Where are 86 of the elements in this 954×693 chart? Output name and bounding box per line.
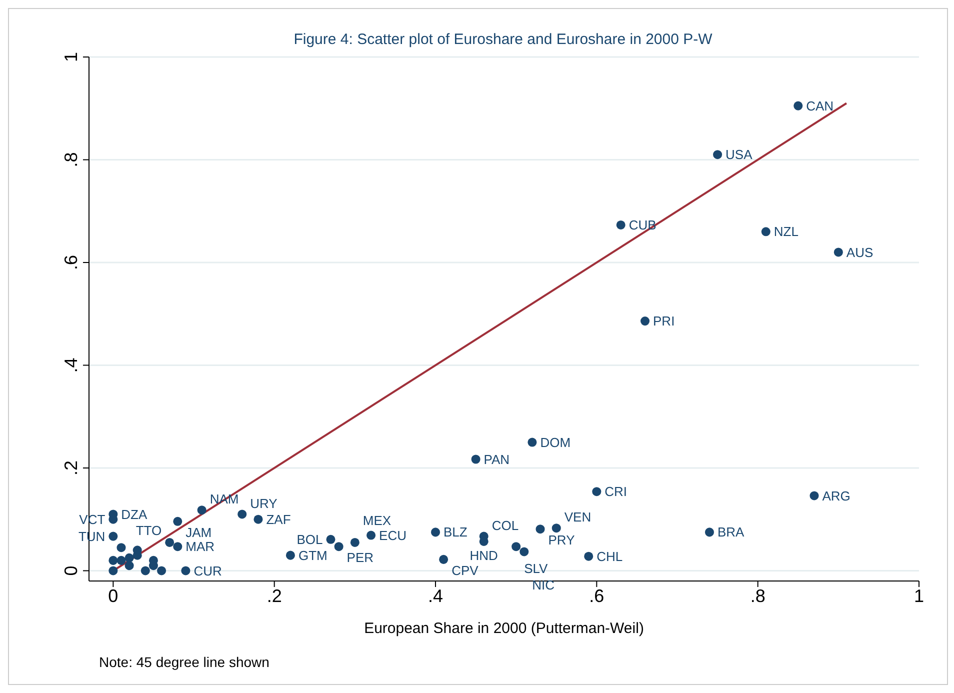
annotation: TTO xyxy=(136,523,162,538)
annotation: JAM xyxy=(186,524,212,540)
annotation: CUB xyxy=(628,218,656,233)
annotation: AUS xyxy=(846,244,874,260)
point xyxy=(536,524,545,534)
point xyxy=(761,227,770,236)
y-tick-label: 0 xyxy=(61,566,81,576)
point xyxy=(552,524,561,533)
x-tick-label: 0 xyxy=(108,586,118,606)
annotation: PAN xyxy=(484,452,510,467)
annotation: BOL xyxy=(296,532,323,547)
annotation: URY xyxy=(250,496,278,511)
annotation: VEN xyxy=(564,510,592,525)
point xyxy=(350,538,360,547)
annotation: MAR xyxy=(186,539,215,554)
point xyxy=(471,454,480,464)
annotation: GTM xyxy=(298,548,328,563)
chart-title: Figure 4: Scatter plot of Euroshare and Euroshare in 2000 P-W xyxy=(292,31,714,48)
point xyxy=(512,542,521,552)
annotation: PRY xyxy=(548,532,576,548)
y-tick-label: .6 xyxy=(61,254,81,270)
point xyxy=(334,542,344,552)
annotation: CRI xyxy=(604,484,628,500)
y-tick-label: .8 xyxy=(61,152,81,168)
annotation: ECU xyxy=(379,528,406,543)
annotation: BLZ xyxy=(444,524,468,540)
point xyxy=(528,438,537,447)
x-axis-title: European Share in 2000 (Putterman-Weil) xyxy=(364,620,644,637)
point xyxy=(286,550,295,560)
annotation: ZAF xyxy=(266,512,291,527)
x-tick-label: .8 xyxy=(750,586,766,606)
point xyxy=(108,566,118,576)
point xyxy=(794,101,803,110)
annotation: HND xyxy=(470,548,498,563)
annotation: CUR xyxy=(194,563,222,578)
annotation: BRA xyxy=(717,524,745,540)
annotation: DOM xyxy=(540,434,571,450)
point xyxy=(616,220,626,230)
point xyxy=(366,530,376,540)
point xyxy=(584,552,594,561)
annotation: PER xyxy=(346,550,374,566)
point xyxy=(439,554,448,564)
annotation: CHL xyxy=(596,548,623,564)
point xyxy=(326,534,336,544)
point xyxy=(140,566,150,576)
y-tick-label: .2 xyxy=(61,460,81,476)
point xyxy=(165,538,174,547)
annotation: COL xyxy=(492,518,519,533)
annotation: NIC xyxy=(532,577,555,592)
point xyxy=(430,528,440,537)
point xyxy=(810,491,819,500)
annotation: USA xyxy=(726,147,753,162)
annotation: CAN xyxy=(806,98,834,114)
annotation: DZA xyxy=(121,506,148,522)
point xyxy=(108,556,118,565)
point xyxy=(124,553,134,562)
point xyxy=(116,556,126,565)
point xyxy=(173,542,182,552)
y-tick-label: .4 xyxy=(61,358,81,373)
x-tick-label: .6 xyxy=(589,586,604,606)
x-tick-label: .4 xyxy=(428,586,444,606)
point xyxy=(640,316,650,326)
point xyxy=(834,248,843,257)
annotation: PRI xyxy=(653,314,675,329)
annotation: CPV xyxy=(452,562,479,578)
annotation: MEX xyxy=(362,513,392,528)
x-tick-label: .2 xyxy=(266,586,282,606)
point xyxy=(181,566,190,576)
point xyxy=(124,561,134,570)
point xyxy=(520,547,529,556)
x-tick-label: 1 xyxy=(914,586,924,606)
point xyxy=(157,566,166,576)
annotation: SLV xyxy=(524,561,548,576)
annotation: ARG xyxy=(822,488,850,504)
point xyxy=(238,510,247,519)
point xyxy=(173,516,182,526)
point xyxy=(592,487,602,496)
text: Note: 45 degree line shown xyxy=(99,654,270,670)
point xyxy=(108,532,118,541)
annotation: NZL xyxy=(774,224,798,240)
point xyxy=(197,506,206,515)
point xyxy=(704,528,714,537)
point xyxy=(254,514,263,524)
point xyxy=(713,150,722,160)
y-tick-label: 1 xyxy=(61,52,81,62)
point xyxy=(116,543,126,552)
